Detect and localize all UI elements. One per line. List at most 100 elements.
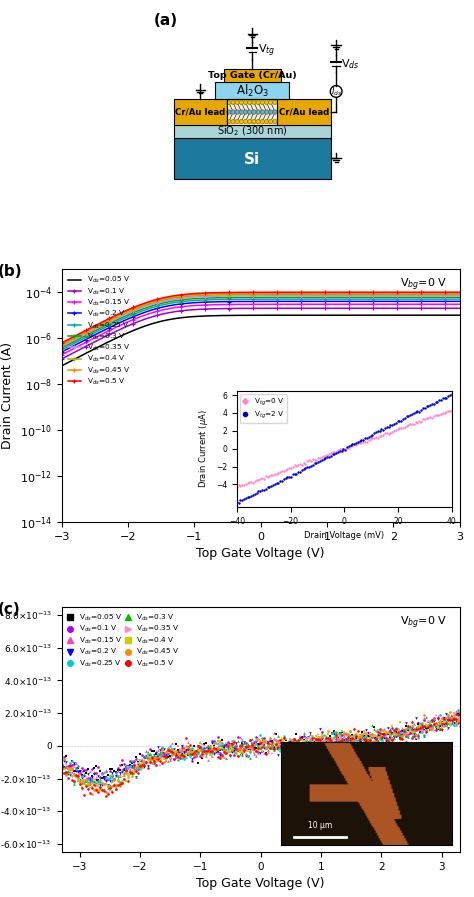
- Point: [74, 772, 82, 787]
- Point: [102, 777, 109, 791]
- Point: [454, 703, 462, 718]
- Point: [440, 715, 447, 729]
- Point: [450, 711, 457, 726]
- Point: [162, 753, 169, 767]
- Point: [378, 727, 385, 742]
- Point: [142, 754, 149, 769]
- Point: [360, 729, 367, 744]
- Point: [372, 723, 380, 737]
- Point: [262, 745, 270, 760]
- Point: [62, 759, 69, 773]
- Point: [64, 760, 72, 774]
- Point: [230, 745, 237, 759]
- Point: [106, 762, 113, 776]
- Point: [380, 730, 388, 745]
- Point: [278, 736, 285, 751]
- Point: [186, 746, 193, 761]
- Point: [420, 708, 428, 722]
- Point: [84, 775, 91, 789]
- Point: [452, 704, 460, 718]
- Point: [294, 742, 301, 756]
- Point: [338, 732, 346, 746]
- Point: [198, 747, 205, 762]
- Point: [268, 737, 275, 752]
- Point: [322, 735, 329, 749]
- Point: [292, 735, 300, 749]
- Point: [292, 738, 300, 753]
- Point: [134, 761, 141, 775]
- Point: [380, 725, 388, 739]
- Point: [346, 729, 354, 744]
- Point: [128, 760, 136, 774]
- Point: [152, 758, 159, 772]
- Point: [448, 713, 456, 727]
- Point: [392, 721, 400, 736]
- Point: [360, 732, 367, 746]
- Point: [106, 771, 113, 785]
- Point: [248, 737, 255, 752]
- Point: [422, 724, 429, 738]
- Point: [154, 740, 162, 754]
- Point: [128, 760, 136, 774]
- Point: [340, 735, 347, 749]
- Point: [430, 716, 438, 730]
- Point: [156, 750, 164, 764]
- Point: [372, 731, 380, 745]
- Point: [312, 732, 319, 746]
- Point: [416, 725, 424, 739]
- Point: [432, 708, 439, 722]
- Point: [278, 740, 285, 754]
- Point: [304, 743, 311, 757]
- Point: [236, 742, 244, 756]
- Point: [76, 771, 83, 786]
- Point: [276, 734, 283, 748]
- Point: [362, 722, 370, 736]
- Point: [334, 729, 342, 744]
- Point: [172, 746, 180, 761]
- Point: [148, 753, 155, 767]
- Point: [442, 718, 449, 733]
- Point: [262, 734, 270, 748]
- Point: [428, 721, 436, 736]
- Point: [126, 766, 134, 780]
- Point: [200, 745, 208, 759]
- Point: [264, 737, 272, 752]
- Point: [68, 758, 75, 772]
- Point: [150, 754, 157, 769]
- Point: [448, 710, 456, 724]
- Point: [432, 719, 439, 734]
- Point: [190, 746, 198, 761]
- Point: [304, 729, 311, 744]
- Point: [300, 726, 308, 740]
- Point: [358, 725, 365, 739]
- Point: [114, 763, 121, 778]
- Point: [232, 742, 239, 756]
- Point: [230, 738, 237, 753]
- Point: [366, 728, 374, 743]
- Point: [400, 726, 408, 740]
- Point: [234, 734, 241, 748]
- Point: [114, 779, 121, 793]
- Point: [126, 758, 134, 772]
- Point: [268, 740, 275, 754]
- Point: [204, 753, 211, 767]
- Point: [76, 774, 83, 788]
- Point: [172, 748, 180, 762]
- Point: [308, 735, 316, 749]
- Point: [454, 707, 462, 721]
- Point: [288, 744, 295, 758]
- Point: [180, 745, 187, 759]
- Point: [396, 727, 403, 741]
- Point: [240, 742, 247, 756]
- Point: [70, 764, 77, 779]
- Point: [250, 738, 257, 753]
- Point: [200, 738, 208, 753]
- Point: [348, 731, 356, 745]
- Point: [318, 736, 326, 751]
- Point: [314, 730, 321, 745]
- Point: [420, 723, 428, 737]
- Point: [168, 747, 175, 762]
- Point: [244, 744, 252, 758]
- Point: [414, 727, 421, 742]
- Point: [112, 779, 119, 793]
